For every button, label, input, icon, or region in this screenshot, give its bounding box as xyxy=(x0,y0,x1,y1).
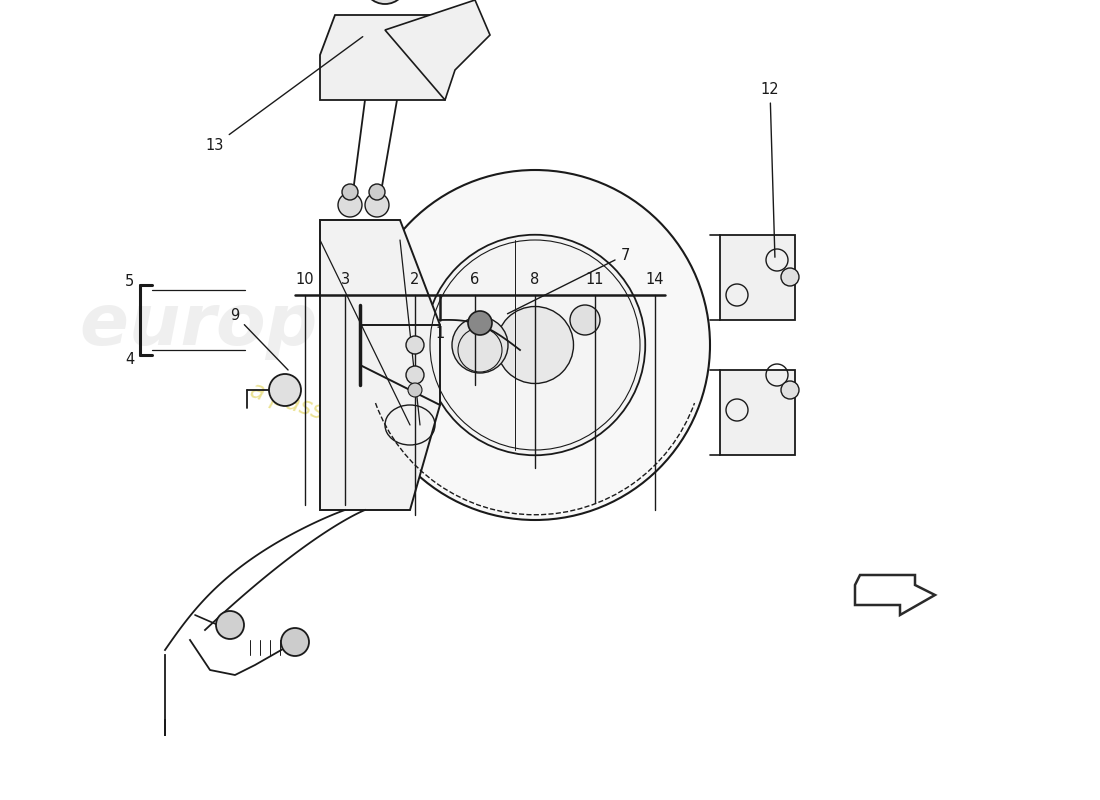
Text: 6: 6 xyxy=(471,272,480,287)
Polygon shape xyxy=(320,220,440,510)
Circle shape xyxy=(781,381,799,399)
Text: 14: 14 xyxy=(646,272,664,287)
Circle shape xyxy=(408,383,422,397)
Bar xyxy=(720,370,795,455)
Circle shape xyxy=(280,628,309,656)
Polygon shape xyxy=(320,15,450,100)
Circle shape xyxy=(406,366,424,384)
Circle shape xyxy=(363,0,407,4)
Text: 4: 4 xyxy=(125,353,134,367)
Circle shape xyxy=(368,184,385,200)
Text: 8: 8 xyxy=(530,272,540,287)
Text: 11: 11 xyxy=(585,272,604,287)
Text: 12: 12 xyxy=(761,82,779,258)
Circle shape xyxy=(452,317,508,373)
Circle shape xyxy=(338,193,362,217)
Circle shape xyxy=(468,311,492,335)
Circle shape xyxy=(496,306,573,383)
Text: a passion for parts since 1985: a passion for parts since 1985 xyxy=(246,378,593,511)
Text: 7: 7 xyxy=(507,247,629,314)
Polygon shape xyxy=(385,0,490,100)
Text: 3: 3 xyxy=(340,272,350,287)
Text: 13: 13 xyxy=(206,37,363,153)
Circle shape xyxy=(270,374,301,406)
Circle shape xyxy=(425,234,646,455)
Circle shape xyxy=(342,184,358,200)
Circle shape xyxy=(365,193,389,217)
Circle shape xyxy=(216,611,244,639)
Text: 10: 10 xyxy=(296,272,315,287)
Circle shape xyxy=(781,268,799,286)
Text: 2: 2 xyxy=(410,272,420,287)
Polygon shape xyxy=(855,575,935,615)
Circle shape xyxy=(406,336,424,354)
Circle shape xyxy=(360,170,710,520)
Text: europ  rts: europ rts xyxy=(79,290,481,359)
Text: 9: 9 xyxy=(230,307,288,370)
Circle shape xyxy=(570,305,600,335)
Text: 1: 1 xyxy=(436,326,444,341)
Text: 5: 5 xyxy=(125,274,134,290)
Bar xyxy=(720,235,795,320)
